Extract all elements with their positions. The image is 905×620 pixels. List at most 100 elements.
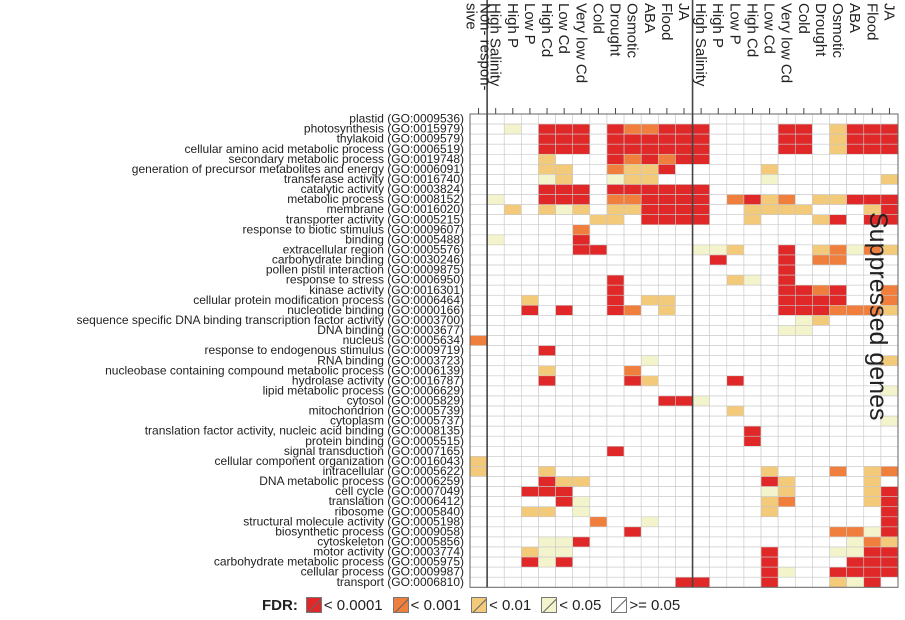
heatmap-cell	[760, 294, 779, 306]
heatmap-cell	[538, 385, 556, 397]
heatmap-cell	[726, 526, 745, 538]
heatmap-cell	[589, 526, 608, 538]
heatmap-cell	[794, 274, 813, 286]
row-label: transferase activity (GO:0016740)	[284, 172, 464, 186]
heatmap-cell	[794, 395, 813, 407]
column-header: Non- respon-sive	[463, 3, 494, 91]
heatmap-cell	[760, 506, 779, 518]
heatmap-cell	[880, 143, 899, 155]
heatmap-cell	[538, 184, 556, 195]
heatmap-cell	[692, 244, 710, 256]
heatmap-cell	[829, 284, 847, 296]
heatmap-cell	[538, 405, 556, 417]
heatmap-cell	[640, 446, 659, 457]
heatmap-cell	[503, 425, 522, 437]
heatmap-cell	[640, 365, 659, 377]
heatmap-cell	[709, 526, 728, 538]
heatmap-cell	[538, 435, 556, 447]
heatmap-cell	[794, 204, 813, 216]
heatmap-cell	[658, 234, 676, 246]
heatmap-cell	[709, 516, 728, 528]
column-label: Low P	[521, 3, 538, 45]
heatmap-cell	[794, 536, 813, 548]
heatmap-cell	[726, 264, 745, 276]
heatmap-cell	[863, 133, 882, 145]
heatmap-cell	[555, 335, 574, 346]
heatmap-cell	[829, 174, 847, 185]
heatmap-cell	[863, 516, 882, 528]
heatmap-cell	[503, 234, 522, 246]
heatmap-cell	[726, 244, 745, 256]
heatmap-cell	[640, 546, 659, 558]
heatmap-cell	[538, 355, 556, 367]
heatmap-cell	[726, 556, 745, 568]
heatmap-cell	[777, 546, 796, 558]
heatmap-cell	[469, 566, 488, 578]
heatmap-cell	[812, 395, 830, 407]
heatmap-cell	[675, 153, 693, 165]
heatmap-cell	[572, 425, 591, 437]
heatmap-cell	[503, 446, 522, 457]
heatmap-cell	[675, 446, 693, 457]
legend-label: < 0.05	[559, 596, 602, 614]
heatmap-cell	[812, 466, 830, 477]
heatmap-cell	[555, 566, 574, 578]
heatmap-cell	[760, 113, 779, 125]
heatmap-cell	[658, 143, 676, 155]
heatmap-cell	[623, 204, 642, 216]
column-header: ABA	[641, 3, 658, 33]
heatmap-cell	[880, 556, 899, 568]
heatmap-cell	[589, 234, 608, 246]
heatmap-cell	[760, 315, 779, 326]
heatmap-cell	[760, 516, 779, 528]
heatmap-cell	[572, 446, 591, 457]
heatmap-cell	[760, 405, 779, 417]
row-label: DNA metabolic process (GO:0006259)	[259, 474, 464, 488]
heatmap-cell	[829, 264, 847, 276]
heatmap-cell	[486, 405, 505, 417]
heatmap-cell	[538, 546, 556, 558]
heatmap-cell	[658, 133, 676, 145]
heatmap-cell	[486, 546, 505, 558]
heatmap-cell	[538, 345, 556, 356]
heatmap-cell	[829, 405, 847, 417]
heatmap-cell	[538, 294, 556, 306]
heatmap-cell	[469, 194, 488, 205]
heatmap-cell	[658, 214, 676, 226]
heatmap-cell	[572, 274, 591, 286]
heatmap-cell	[589, 405, 608, 417]
row-label: nucleobase containing compound metabolic…	[105, 363, 464, 377]
heatmap-cell	[572, 415, 591, 427]
heatmap-cell	[812, 496, 830, 508]
heatmap-cell	[829, 123, 847, 135]
column-label: JA	[675, 3, 692, 21]
heatmap-cell	[726, 405, 745, 417]
heatmap-cell	[469, 305, 488, 316]
heatmap-cell	[726, 345, 745, 356]
heatmap-cell	[555, 516, 574, 528]
heatmap-cell	[794, 385, 813, 397]
heatmap-cell	[606, 556, 625, 568]
heatmap-cell	[555, 385, 574, 397]
heatmap-cell	[572, 506, 591, 518]
column-label: ABA	[641, 3, 658, 33]
heatmap-cell	[589, 546, 608, 558]
heatmap-cell	[606, 214, 625, 226]
heatmap-cell	[675, 224, 693, 236]
heatmap-cell	[606, 335, 625, 346]
heatmap-cell	[880, 113, 899, 125]
heatmap-cell	[692, 335, 710, 346]
heatmap-cell	[829, 204, 847, 216]
heatmap-cell	[709, 506, 728, 518]
heatmap-cell	[829, 576, 847, 588]
heatmap-cell	[555, 476, 574, 487]
heatmap-cell	[521, 194, 539, 205]
heatmap-cell	[794, 355, 813, 367]
heatmap-cell	[486, 456, 505, 467]
heatmap-cell	[503, 395, 522, 407]
heatmap-cell	[658, 194, 676, 205]
heatmap-cell	[640, 315, 659, 326]
heatmap-cell	[846, 476, 865, 487]
heatmap-cell	[709, 164, 728, 175]
heatmap-cell	[794, 294, 813, 306]
